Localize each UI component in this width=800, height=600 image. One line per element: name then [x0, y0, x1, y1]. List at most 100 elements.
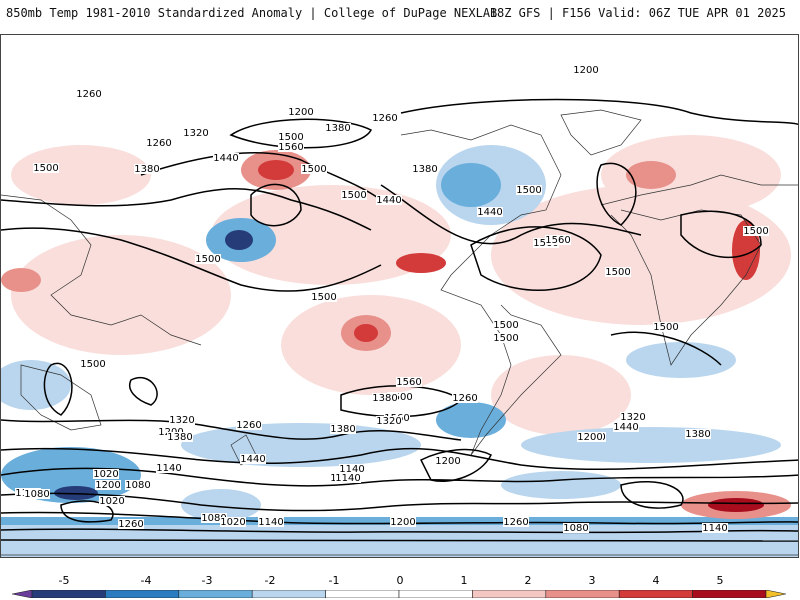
svg-text:1500: 1500 — [311, 292, 336, 303]
contour-labels: 1320126012001380126013201260144015001560… — [15, 65, 769, 534]
svg-text:1080: 1080 — [125, 480, 150, 491]
svg-text:1380: 1380 — [134, 164, 159, 175]
colorbar-segment — [31, 590, 106, 598]
svg-text:1380: 1380 — [167, 432, 192, 443]
contour-label: 1380 — [685, 429, 711, 440]
svg-text:1140: 1140 — [339, 464, 364, 475]
colorbar-segment — [12, 590, 33, 598]
contour-label: 1260 — [372, 113, 398, 124]
contour-label: 1260 — [452, 393, 478, 404]
coastlines — [1, 109, 798, 556]
contour-label: 1560 — [396, 377, 422, 388]
colorbar-tick-label: -4 — [140, 574, 152, 587]
svg-text:1500: 1500 — [743, 226, 768, 237]
svg-text:1020: 1020 — [93, 469, 118, 480]
colorbar-segment — [325, 590, 400, 598]
contour-label: 1320 — [183, 128, 209, 139]
contour-label: 1500 — [493, 333, 519, 344]
map-title: 850mb Temp 1981-2010 Standardized Anomal… — [6, 6, 498, 20]
contour-label: 1380 — [325, 123, 351, 134]
svg-text:1560: 1560 — [396, 377, 421, 388]
svg-text:1260: 1260 — [76, 89, 101, 100]
contour-label: 1320 — [620, 412, 646, 423]
contour-label: 1560 — [278, 142, 304, 153]
svg-text:1260: 1260 — [118, 519, 143, 530]
colorbar-tick-label: 5 — [716, 574, 724, 587]
colorbar-segment — [692, 590, 767, 598]
contour-label: 1200 — [288, 107, 314, 118]
svg-text:1500: 1500 — [33, 163, 58, 174]
svg-text:1020: 1020 — [220, 517, 245, 528]
contour-label: 1320 — [376, 416, 402, 427]
contour-label: 1500 — [516, 185, 542, 196]
svg-text:1140: 1140 — [156, 463, 181, 474]
colorbar-segment — [251, 590, 326, 598]
svg-text:1140: 1140 — [702, 523, 727, 534]
colorbar-tick-label: -5 — [58, 574, 70, 587]
svg-text:1260: 1260 — [236, 420, 261, 431]
svg-text:1380: 1380 — [372, 393, 397, 404]
svg-text:1260: 1260 — [372, 113, 397, 124]
contour-label: 1260 — [76, 89, 102, 100]
svg-text:1320: 1320 — [620, 412, 645, 423]
svg-text:1200: 1200 — [577, 432, 602, 443]
contour-label: 1020 — [93, 469, 119, 480]
svg-text:1200: 1200 — [95, 480, 120, 491]
svg-text:1200: 1200 — [288, 107, 313, 118]
contour-label: 1440 — [376, 195, 402, 206]
contour-label: 1500 — [80, 359, 106, 370]
contour-label: 1200 — [435, 456, 461, 467]
contour-label: 1140 — [339, 464, 365, 475]
colorbar-segment — [765, 590, 786, 598]
contour-label: 1260 — [118, 519, 144, 530]
svg-text:1260: 1260 — [146, 138, 171, 149]
svg-text:1500: 1500 — [80, 359, 105, 370]
colorbar-tick-label: -3 — [201, 574, 213, 587]
svg-text:1500: 1500 — [341, 190, 366, 201]
colorbar-segment — [398, 590, 473, 598]
svg-text:1200: 1200 — [390, 517, 415, 528]
colorbar-segment — [618, 590, 693, 598]
svg-text:1020: 1020 — [99, 496, 124, 507]
colorbar-tick-label: 1 — [460, 574, 468, 587]
map-canvas: 1320126012001380126013201260144015001560… — [1, 65, 798, 557]
colorbar-tick-label: 0 — [396, 574, 404, 587]
contour-label: 1500 — [387, 392, 413, 403]
colorbar-tick-label: 3 — [588, 574, 596, 587]
contour-label: 1500 — [278, 132, 304, 143]
svg-text:1380: 1380 — [412, 164, 437, 175]
contour-label: 1320 — [169, 415, 195, 426]
svg-text:1320: 1320 — [169, 415, 194, 426]
contour-label: 1260 — [503, 517, 529, 528]
colorbar-tick-label: 4 — [652, 574, 660, 587]
svg-text:1200: 1200 — [435, 456, 460, 467]
contour-label: 1500 — [341, 190, 367, 201]
model-run-info: 18Z GFS | F156 Valid: 06Z TUE APR 01 202… — [489, 6, 786, 20]
svg-text:1440: 1440 — [376, 195, 401, 206]
svg-text:1140: 1140 — [258, 517, 283, 528]
contour-label: 1380 — [330, 424, 356, 435]
contour-label: 1200 — [390, 517, 416, 528]
height-contours — [1, 98, 798, 542]
svg-text:1500: 1500 — [493, 320, 518, 331]
contour-label: 1020 — [99, 496, 125, 507]
svg-text:1440: 1440 — [240, 454, 265, 465]
contour-label: 1260 — [236, 420, 262, 431]
anomaly-map[interactable]: 1320126012001380126013201260144015001560… — [0, 34, 799, 558]
svg-text:1500: 1500 — [278, 132, 303, 143]
svg-text:1500: 1500 — [516, 185, 541, 196]
contour-label: 1140 — [156, 463, 182, 474]
contour-label: 1020 — [220, 517, 246, 528]
svg-text:1500: 1500 — [605, 267, 630, 278]
contour-label: 1500 — [493, 320, 519, 331]
contour-label: 1380 — [134, 164, 160, 175]
contour-label: 1200 — [95, 480, 121, 491]
contour-label: 1200 — [573, 65, 599, 76]
svg-text:1380: 1380 — [685, 429, 710, 440]
svg-text:1260: 1260 — [452, 393, 477, 404]
contour-label: 1080 — [24, 489, 50, 500]
colorbar-tick-label: 2 — [524, 574, 532, 587]
contour-label: 1140 — [335, 473, 361, 484]
colorbar-tick-label: -2 — [264, 574, 276, 587]
contour-label: 1260 — [146, 138, 172, 149]
